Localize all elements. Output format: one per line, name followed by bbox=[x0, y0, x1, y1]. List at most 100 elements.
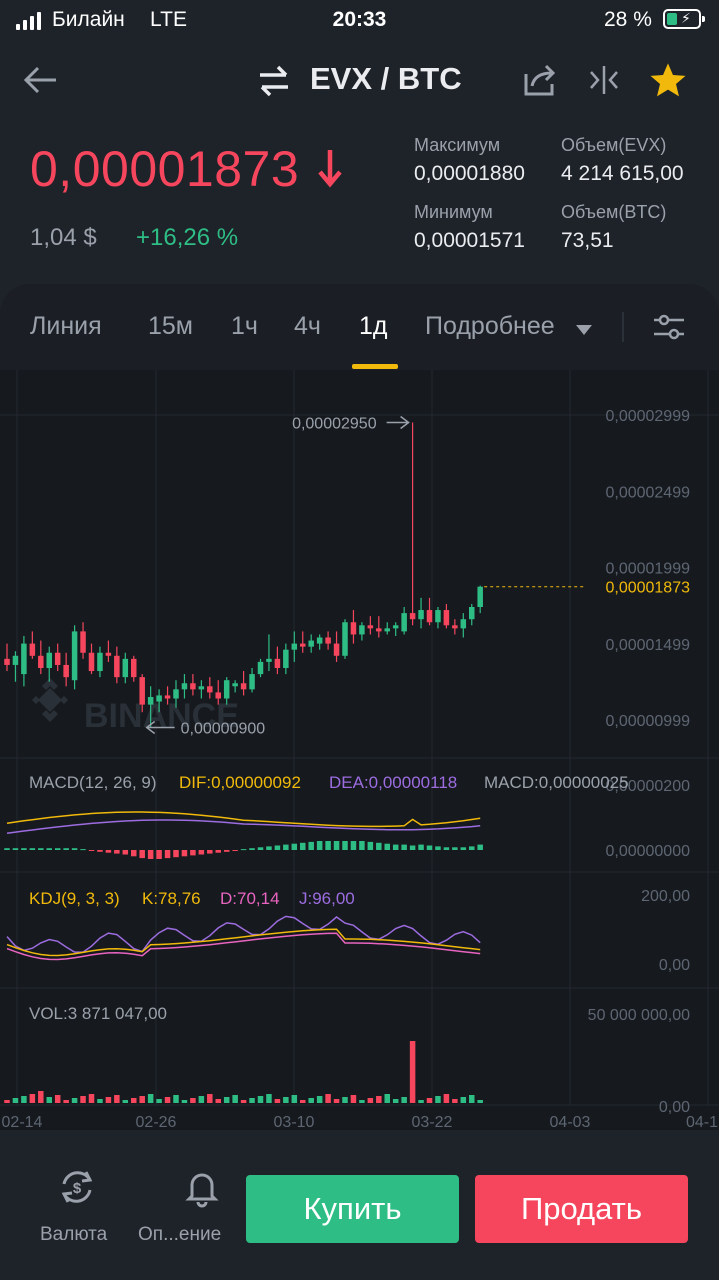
macd-axis-label: 0,00000200 bbox=[605, 778, 690, 795]
candle-body bbox=[266, 658, 272, 662]
candle-body bbox=[291, 643, 298, 650]
macd-dif-line bbox=[6, 811, 481, 828]
kdj-label: KDJ(9, 3, 3) bbox=[29, 889, 120, 908]
chart-settings-button[interactable] bbox=[652, 312, 686, 347]
tab-4h[interactable]: 4ч bbox=[294, 312, 321, 340]
volume-bar bbox=[139, 1096, 145, 1103]
candle-body bbox=[274, 658, 281, 668]
candle-body bbox=[367, 625, 374, 629]
candlestick-chart[interactable]: BINANCE 0,00002999 0,00002499 0,00001999 0,… bbox=[0, 370, 719, 1130]
macd-bar bbox=[29, 848, 36, 850]
candle-body bbox=[173, 689, 179, 699]
alert-label[interactable]: Оп...ение bbox=[138, 1224, 222, 1245]
chart-area[interactable]: BINANCE 0,00002999 0,00002499 0,00001999 0,… bbox=[0, 370, 719, 1130]
candle-body bbox=[426, 610, 433, 623]
volume-bar bbox=[156, 1099, 162, 1103]
tab-more[interactable]: Подробнее bbox=[425, 312, 555, 340]
currency-label[interactable]: Валюта bbox=[40, 1224, 108, 1245]
volume-bar bbox=[54, 1095, 61, 1103]
star-icon bbox=[650, 63, 686, 97]
x-axis-label: 02-14 bbox=[2, 1114, 43, 1130]
candle-body bbox=[359, 625, 365, 635]
low-label: Минимум bbox=[414, 202, 493, 222]
carrier: Билайн bbox=[52, 8, 125, 31]
sell-button[interactable]: Продать bbox=[475, 1175, 688, 1243]
macd-bar bbox=[409, 845, 416, 850]
macd-bar bbox=[367, 841, 374, 850]
compare-icon bbox=[590, 66, 618, 94]
macd-bar bbox=[342, 841, 348, 850]
macd-bar bbox=[477, 844, 483, 850]
swap-pair-icon[interactable] bbox=[256, 64, 292, 103]
back-arrow-icon bbox=[23, 66, 56, 94]
candle-body bbox=[29, 643, 36, 656]
candle-body bbox=[156, 695, 162, 702]
volume-bar bbox=[443, 1094, 450, 1103]
candle-body bbox=[300, 643, 306, 647]
volume-bar bbox=[376, 1096, 382, 1103]
signal-icon bbox=[16, 12, 41, 30]
volume-bar bbox=[38, 1091, 44, 1103]
candle-body bbox=[181, 683, 188, 690]
x-axis-label: 03-10 bbox=[274, 1114, 315, 1130]
volume-btc-value: 73,51 bbox=[561, 229, 614, 252]
volume-bar bbox=[29, 1094, 36, 1103]
favorite-button[interactable] bbox=[648, 60, 688, 105]
svg-text:$: $ bbox=[73, 1180, 82, 1197]
watermark-text: BINANCE bbox=[84, 697, 239, 735]
buy-button[interactable]: Купить bbox=[246, 1175, 459, 1243]
tab-line[interactable]: Линия bbox=[30, 312, 102, 340]
last-price: 0,00001873 bbox=[30, 141, 300, 197]
candle-body bbox=[164, 695, 171, 699]
candle-body bbox=[240, 683, 247, 690]
volume-bar bbox=[88, 1094, 95, 1103]
alert-button[interactable] bbox=[180, 1166, 228, 1210]
macd-dea-line bbox=[6, 819, 481, 834]
macd-bar bbox=[97, 850, 103, 852]
volume-bar bbox=[198, 1096, 205, 1103]
tab-1d[interactable]: 1д bbox=[359, 312, 388, 340]
macd-bar bbox=[452, 847, 458, 850]
price-axis-label: 0,00002999 bbox=[605, 408, 690, 425]
candle-body bbox=[147, 696, 154, 705]
candle-body bbox=[384, 628, 390, 632]
macd-bar bbox=[460, 847, 467, 850]
candle-body bbox=[283, 649, 289, 668]
volume-bar bbox=[469, 1095, 475, 1103]
volume-bar bbox=[300, 1100, 306, 1103]
price-axis-label: 0,00001499 bbox=[605, 637, 690, 654]
macd-bar bbox=[46, 848, 52, 850]
volume-bar bbox=[4, 1100, 10, 1103]
candle-body bbox=[80, 631, 86, 653]
candle-body bbox=[452, 625, 458, 629]
share-button[interactable] bbox=[522, 62, 558, 103]
macd-bar bbox=[274, 845, 281, 850]
tab-15m[interactable]: 15м bbox=[148, 312, 193, 340]
candle-body bbox=[12, 655, 19, 665]
pair-title[interactable]: EVX / BTC bbox=[310, 61, 462, 96]
compare-button[interactable] bbox=[588, 64, 620, 101]
candle-body bbox=[131, 658, 137, 678]
back-button[interactable] bbox=[20, 60, 64, 100]
candle-body bbox=[38, 655, 44, 668]
volume-bar bbox=[426, 1098, 433, 1103]
macd-bar bbox=[392, 844, 399, 850]
volume-bar bbox=[249, 1098, 255, 1103]
kdj-d-label: D:70,14 bbox=[220, 889, 280, 908]
kdj-axis-label: 200,00 bbox=[641, 888, 690, 905]
macd-bar bbox=[105, 850, 112, 853]
candle-body bbox=[207, 686, 213, 693]
volume-bar bbox=[97, 1099, 103, 1103]
volume-bar bbox=[63, 1100, 69, 1103]
tab-1h[interactable]: 1ч bbox=[231, 312, 258, 340]
candle-body bbox=[139, 677, 145, 705]
min-marker-label: 0,00000900 bbox=[181, 720, 266, 737]
currency-button[interactable]: $ bbox=[40, 1166, 114, 1246]
macd-bar bbox=[240, 849, 247, 851]
chevron-down-icon[interactable] bbox=[576, 322, 592, 340]
currency-exchange-icon: $ bbox=[61, 1171, 93, 1203]
candle-body bbox=[460, 619, 467, 629]
volume-bar bbox=[80, 1096, 86, 1103]
macd-bar bbox=[443, 847, 450, 850]
candle-body bbox=[54, 652, 61, 665]
